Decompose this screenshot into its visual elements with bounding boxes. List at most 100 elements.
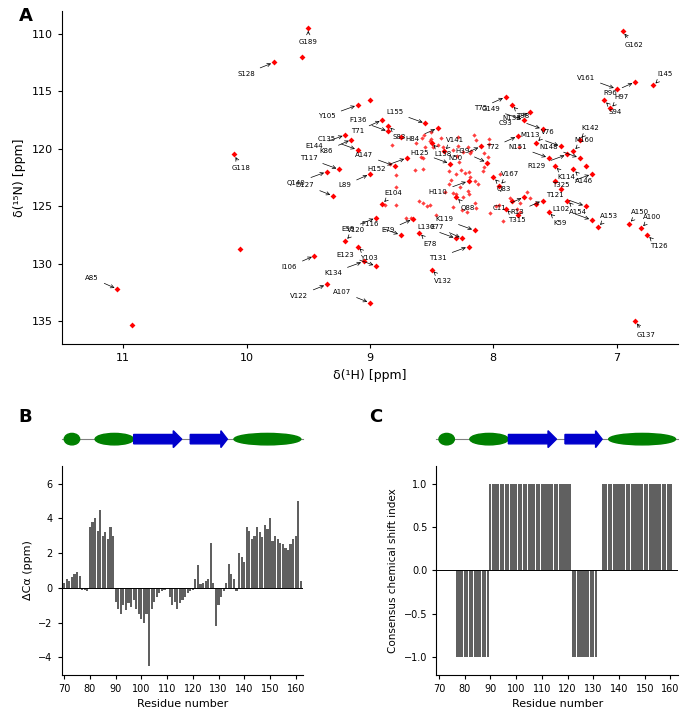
Bar — [192, 588, 194, 590]
Bar — [253, 536, 256, 588]
Text: C: C — [369, 408, 382, 426]
Bar — [84, 588, 86, 590]
Bar — [259, 532, 261, 588]
Text: K134: K134 — [324, 262, 360, 276]
Bar — [628, 483, 630, 570]
Text: V141: V141 — [446, 137, 464, 149]
Bar — [86, 588, 88, 591]
Text: E123: E123 — [336, 252, 373, 266]
Bar — [233, 579, 235, 588]
Bar — [256, 527, 258, 588]
Bar — [546, 483, 548, 570]
X-axis label: Residue number: Residue number — [512, 699, 603, 709]
Bar — [499, 483, 502, 570]
Bar — [292, 539, 295, 588]
Bar — [574, 570, 576, 658]
Bar — [471, 570, 473, 658]
Text: T72: T72 — [486, 137, 514, 150]
Text: K142: K142 — [582, 126, 599, 137]
Bar — [158, 588, 160, 593]
Text: H110: H110 — [429, 182, 465, 195]
Text: C11: C11 — [492, 198, 521, 211]
Text: A153: A153 — [600, 213, 618, 224]
Bar — [271, 541, 273, 588]
Bar — [523, 483, 525, 570]
Bar — [577, 570, 579, 658]
Text: T325: T325 — [553, 175, 588, 188]
Bar — [76, 572, 78, 588]
Bar — [295, 536, 297, 588]
Text: A150: A150 — [631, 209, 649, 221]
Ellipse shape — [470, 433, 508, 445]
Bar — [492, 483, 494, 570]
Bar — [489, 483, 492, 570]
Bar — [297, 501, 299, 588]
Bar — [613, 483, 615, 570]
Text: T117: T117 — [299, 156, 336, 169]
Bar — [110, 527, 112, 588]
Bar — [114, 588, 116, 602]
Bar — [538, 483, 540, 570]
Bar — [664, 483, 667, 570]
Bar — [536, 483, 538, 570]
Text: E104: E104 — [384, 190, 402, 201]
Text: D127: D127 — [296, 182, 329, 195]
Bar — [143, 588, 145, 623]
Bar — [605, 483, 607, 570]
Bar — [458, 570, 460, 658]
Bar — [107, 539, 109, 588]
Text: F136: F136 — [349, 117, 385, 131]
Bar — [644, 483, 646, 570]
Text: Q83: Q83 — [496, 180, 512, 191]
Bar — [590, 570, 592, 658]
Bar — [300, 581, 302, 588]
Bar — [145, 588, 148, 614]
Bar — [248, 531, 251, 588]
Bar — [125, 588, 127, 610]
Text: S128: S128 — [237, 64, 271, 76]
Text: M160: M160 — [575, 137, 594, 149]
Bar — [264, 526, 266, 588]
Bar — [89, 527, 91, 588]
Text: L89: L89 — [338, 176, 366, 188]
Bar — [251, 539, 253, 588]
Bar — [104, 532, 106, 588]
Bar — [174, 588, 176, 602]
Bar — [290, 545, 292, 588]
Text: I106: I106 — [282, 257, 311, 270]
Bar — [161, 588, 163, 591]
Bar — [94, 518, 96, 588]
Text: T98: T98 — [514, 108, 530, 119]
Bar — [634, 483, 636, 570]
Bar — [618, 483, 620, 570]
Bar — [153, 588, 155, 602]
Bar — [649, 483, 651, 570]
Bar — [508, 483, 510, 570]
Bar — [238, 553, 240, 588]
Text: H97: H97 — [613, 94, 629, 106]
Bar — [540, 483, 543, 570]
Bar — [520, 483, 523, 570]
Text: V132: V132 — [434, 272, 451, 283]
Bar — [79, 575, 81, 588]
Text: R96: R96 — [603, 84, 632, 96]
Bar — [510, 483, 512, 570]
Bar — [559, 483, 561, 570]
Bar — [659, 483, 661, 570]
X-axis label: δ(¹H) [ppm]: δ(¹H) [ppm] — [333, 369, 407, 382]
Text: Q140: Q140 — [287, 173, 323, 186]
Bar — [205, 581, 207, 588]
Bar — [484, 570, 486, 658]
Text: Y103: Y103 — [360, 249, 377, 261]
Text: N148: N148 — [540, 144, 576, 157]
Bar — [584, 570, 586, 658]
Text: G162: G162 — [625, 34, 643, 49]
Text: T126: T126 — [649, 238, 667, 249]
Bar — [123, 588, 125, 605]
Bar — [625, 483, 628, 570]
Bar — [164, 588, 166, 590]
Text: L155: L155 — [386, 109, 422, 123]
Text: K59: K59 — [551, 214, 566, 226]
Text: A107: A107 — [333, 288, 366, 302]
Bar — [651, 483, 653, 570]
